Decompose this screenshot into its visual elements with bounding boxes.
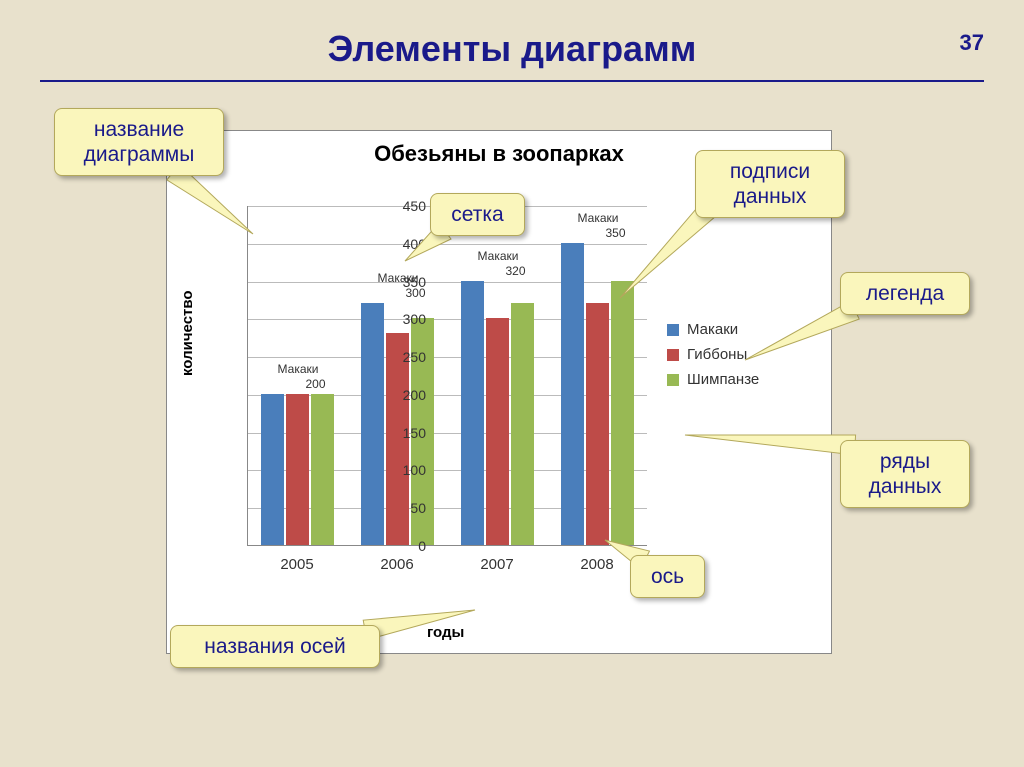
y-tick-label: 350 — [386, 274, 426, 290]
x-tick-label: 2005 — [247, 556, 347, 573]
legend-swatch — [667, 349, 679, 361]
x-tick-label: 2006 — [347, 556, 447, 573]
datalabels-callout: подписиданных — [695, 150, 845, 218]
callout-tail — [0, 0, 1, 1]
legend-swatch — [667, 374, 679, 386]
legend-item: Шимпанзе — [667, 371, 759, 388]
bar — [611, 281, 634, 545]
slide-number: 37 — [960, 30, 984, 56]
slide-title: Элементы диаграмм — [0, 28, 1024, 70]
y-tick-label: 450 — [386, 198, 426, 214]
bar — [511, 303, 534, 545]
bar-series-label: Макаки — [556, 211, 641, 225]
bar-value-label: 200 — [291, 377, 341, 391]
grid-callout: сетка — [430, 193, 525, 236]
series-callout: рядыданных — [840, 440, 970, 508]
axistitles-callout: названия осей — [170, 625, 380, 668]
bar — [486, 318, 509, 545]
y-tick-label: 100 — [386, 462, 426, 478]
bar — [561, 243, 584, 545]
bar-series-label: Макаки — [456, 249, 541, 263]
bar-value-label: 320 — [491, 264, 541, 278]
gridline — [248, 282, 647, 283]
bar — [286, 394, 309, 545]
bar — [461, 281, 484, 545]
bar — [361, 303, 384, 545]
bar — [261, 394, 284, 545]
legend-label: Гиббоны — [687, 346, 747, 363]
y-tick-label: 150 — [386, 425, 426, 441]
bar — [586, 303, 609, 545]
bar-value-label: 350 — [591, 226, 641, 240]
plot-area: Макаки200Макаки300Макаки320Макаки350 — [247, 206, 647, 546]
y-axis-title: количество — [179, 290, 196, 376]
y-tick-label: 0 — [386, 538, 426, 554]
bar — [311, 394, 334, 545]
y-tick-label: 250 — [386, 349, 426, 365]
title-underline — [40, 80, 984, 82]
x-axis-title: годы — [427, 624, 464, 641]
legend: Макаки Гиббоны Шимпанзе — [667, 321, 759, 396]
bar-series-label: Макаки — [256, 362, 341, 376]
legend-swatch — [667, 324, 679, 336]
gridline — [248, 244, 647, 245]
legend-item: Гиббоны — [667, 346, 759, 363]
legend-label: Макаки — [687, 321, 738, 338]
y-tick-label: 200 — [386, 387, 426, 403]
axis-callout: ось — [630, 555, 705, 598]
legend-callout: легенда — [840, 272, 970, 315]
y-tick-label: 300 — [386, 311, 426, 327]
legend-item: Макаки — [667, 321, 759, 338]
x-tick-label: 2007 — [447, 556, 547, 573]
title-callout: названиедиаграммы — [54, 108, 224, 176]
legend-label: Шимпанзе — [687, 371, 759, 388]
y-tick-label: 50 — [386, 500, 426, 516]
